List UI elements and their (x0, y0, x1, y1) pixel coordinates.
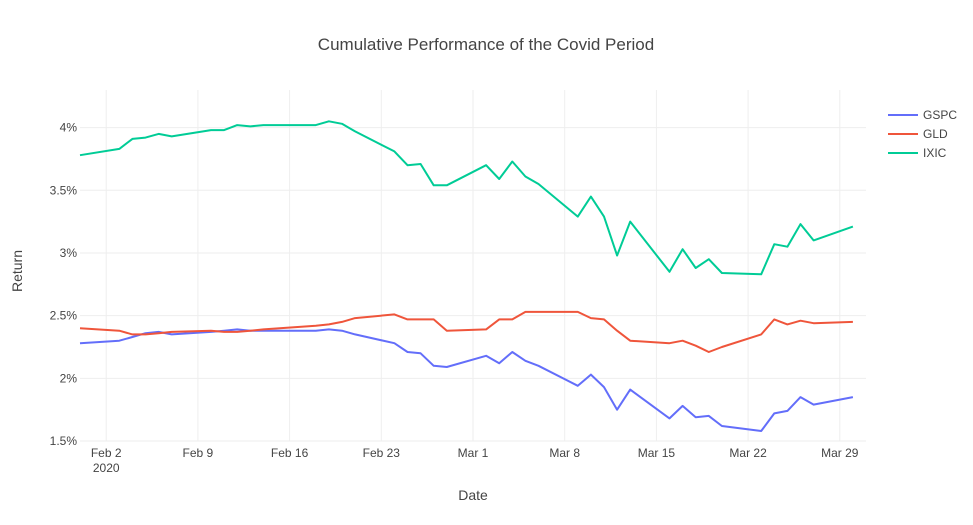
x-tick-label: Mar 22 (729, 446, 767, 460)
legend[interactable]: GSPC GLD IXIC (888, 108, 957, 160)
x-axis-title: Date (458, 487, 488, 503)
x-tick-year-label: 2020 (93, 461, 120, 475)
x-tick-label: Feb 16 (271, 446, 309, 460)
legend-item-gspc[interactable]: GSPC (888, 108, 957, 122)
series-line-gspc[interactable] (79, 328, 854, 432)
x-tick-label: Mar 1 (458, 446, 489, 460)
y-tick-label: 2.5% (50, 309, 78, 323)
legend-item-ixic[interactable]: IXIC (888, 146, 947, 160)
x-tick-label: Mar 15 (638, 446, 676, 460)
y-axis-ticks: 1.5% 2% 2.5% 3% 3.5% 4% (50, 121, 78, 448)
series-line-ixic[interactable] (79, 120, 854, 276)
y-tick-label: 1.5% (50, 434, 78, 448)
y-tick-label: 3% (60, 246, 78, 260)
x-tick-label: Mar 8 (549, 446, 580, 460)
x-tick-label: Feb 2 (91, 446, 122, 460)
series-line-gld[interactable] (79, 310, 853, 353)
y-axis-title: Return (9, 250, 25, 292)
x-tick-label: Feb 23 (363, 446, 401, 460)
x-tick-label: Feb 9 (183, 446, 214, 460)
y-tick-label: 3.5% (50, 183, 78, 197)
legend-label: GSPC (923, 108, 957, 122)
x-tick-label: Mar 29 (821, 446, 859, 460)
legend-label: GLD (923, 127, 948, 141)
legend-item-gld[interactable]: GLD (888, 127, 948, 141)
legend-label: IXIC (923, 146, 947, 160)
series-lines (79, 120, 854, 432)
gridlines (80, 90, 866, 442)
y-tick-label: 2% (60, 371, 78, 385)
chart-title: Cumulative Performance of the Covid Peri… (318, 35, 654, 54)
y-tick-label: 4% (60, 121, 78, 135)
